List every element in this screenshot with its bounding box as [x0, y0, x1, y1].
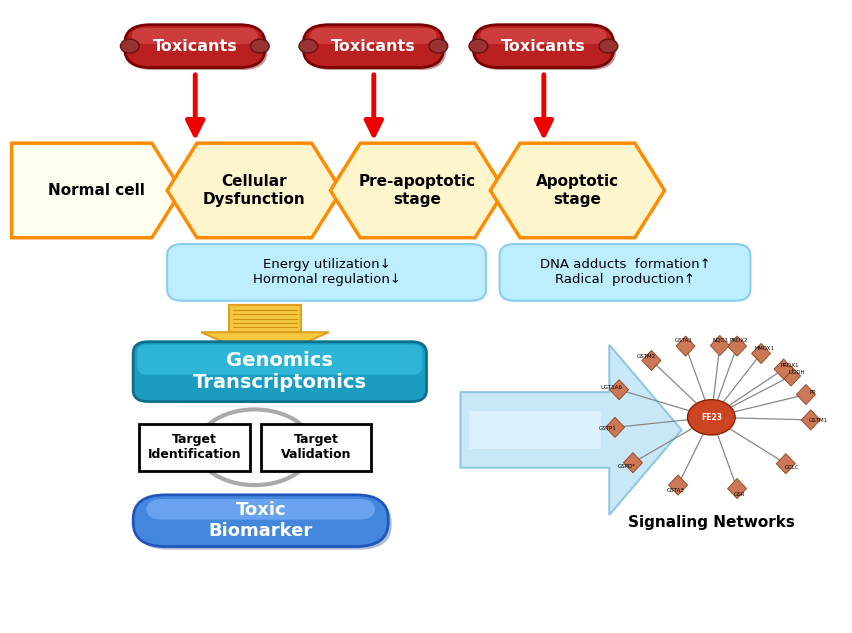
FancyBboxPatch shape	[127, 27, 268, 70]
Polygon shape	[773, 359, 792, 379]
Text: GSTM2: GSTM2	[636, 354, 655, 358]
Text: Cellular
Dysfunction: Cellular Dysfunction	[203, 174, 305, 206]
Polygon shape	[796, 384, 815, 404]
Polygon shape	[201, 332, 328, 361]
Polygon shape	[800, 410, 820, 430]
Text: UGDH: UGDH	[788, 370, 804, 375]
Polygon shape	[775, 454, 794, 473]
Text: GSPD*: GSPD*	[617, 464, 635, 468]
Polygon shape	[330, 143, 504, 238]
Polygon shape	[605, 417, 624, 437]
Polygon shape	[780, 366, 799, 386]
Polygon shape	[228, 305, 301, 332]
FancyBboxPatch shape	[167, 244, 486, 301]
Text: Apoptotic
stage: Apoptotic stage	[535, 174, 619, 206]
Polygon shape	[623, 453, 642, 473]
Polygon shape	[609, 380, 628, 400]
Circle shape	[298, 39, 317, 53]
Circle shape	[429, 39, 447, 53]
FancyBboxPatch shape	[302, 25, 443, 68]
FancyBboxPatch shape	[309, 28, 436, 44]
Text: GSTA1: GSTA1	[674, 338, 692, 343]
Polygon shape	[469, 411, 600, 449]
Text: GSTA3: GSTA3	[665, 488, 683, 493]
Polygon shape	[642, 351, 660, 370]
FancyBboxPatch shape	[124, 25, 265, 68]
FancyBboxPatch shape	[133, 342, 426, 401]
Polygon shape	[710, 335, 728, 356]
FancyBboxPatch shape	[146, 499, 375, 520]
FancyBboxPatch shape	[473, 25, 613, 68]
FancyBboxPatch shape	[133, 495, 388, 546]
Text: Toxic
Biomarker: Toxic Biomarker	[209, 501, 313, 540]
Text: GSTP1: GSTP1	[598, 425, 616, 430]
Text: Pre-apoptotic
stage: Pre-apoptotic stage	[359, 174, 475, 206]
Polygon shape	[727, 479, 746, 499]
FancyBboxPatch shape	[305, 27, 446, 70]
Text: PRDX2: PRDX2	[729, 338, 747, 343]
Text: PRDX1: PRDX1	[779, 363, 797, 368]
Text: Toxicants: Toxicants	[331, 39, 415, 54]
Circle shape	[120, 39, 139, 53]
Text: Energy utilization↓
Hormonal regulation↓: Energy utilization↓ Hormonal regulation↓	[252, 258, 400, 286]
Text: Toxicants: Toxicants	[153, 39, 237, 54]
Text: Genomics
Transcriptomics: Genomics Transcriptomics	[193, 351, 366, 392]
Circle shape	[598, 39, 617, 53]
FancyBboxPatch shape	[131, 28, 258, 44]
FancyBboxPatch shape	[137, 345, 422, 375]
Circle shape	[687, 399, 734, 435]
FancyBboxPatch shape	[136, 498, 391, 549]
Text: DNA adducts  formation↑
Radical  production↑: DNA adducts formation↑ Radical productio…	[539, 258, 710, 286]
Text: Normal cell: Normal cell	[48, 183, 145, 198]
Text: Toxicants: Toxicants	[500, 39, 585, 54]
Circle shape	[469, 39, 487, 53]
Polygon shape	[167, 143, 341, 238]
Text: Signaling Networks: Signaling Networks	[627, 515, 794, 530]
Polygon shape	[12, 143, 181, 238]
Text: PP: PP	[809, 391, 815, 395]
Text: UGT1A6: UGT1A6	[601, 385, 622, 390]
Polygon shape	[490, 143, 664, 238]
FancyBboxPatch shape	[139, 423, 250, 471]
Polygon shape	[676, 336, 694, 356]
Text: Target
Identification: Target Identification	[147, 433, 241, 461]
FancyBboxPatch shape	[499, 244, 750, 301]
Circle shape	[250, 39, 269, 53]
FancyBboxPatch shape	[475, 27, 615, 70]
FancyBboxPatch shape	[480, 28, 606, 44]
Polygon shape	[751, 343, 769, 363]
Text: FE23: FE23	[700, 413, 721, 422]
Text: GSTM1: GSTM1	[808, 418, 827, 423]
FancyBboxPatch shape	[261, 423, 371, 471]
Polygon shape	[460, 345, 681, 515]
Text: Target
Validation: Target Validation	[280, 433, 351, 461]
Text: NQO1: NQO1	[711, 337, 728, 342]
Polygon shape	[668, 475, 687, 495]
Polygon shape	[727, 336, 746, 356]
Text: GCLC: GCLC	[783, 465, 798, 470]
Text: GSR: GSR	[733, 492, 744, 496]
Text: HMOX1: HMOX1	[754, 346, 774, 351]
